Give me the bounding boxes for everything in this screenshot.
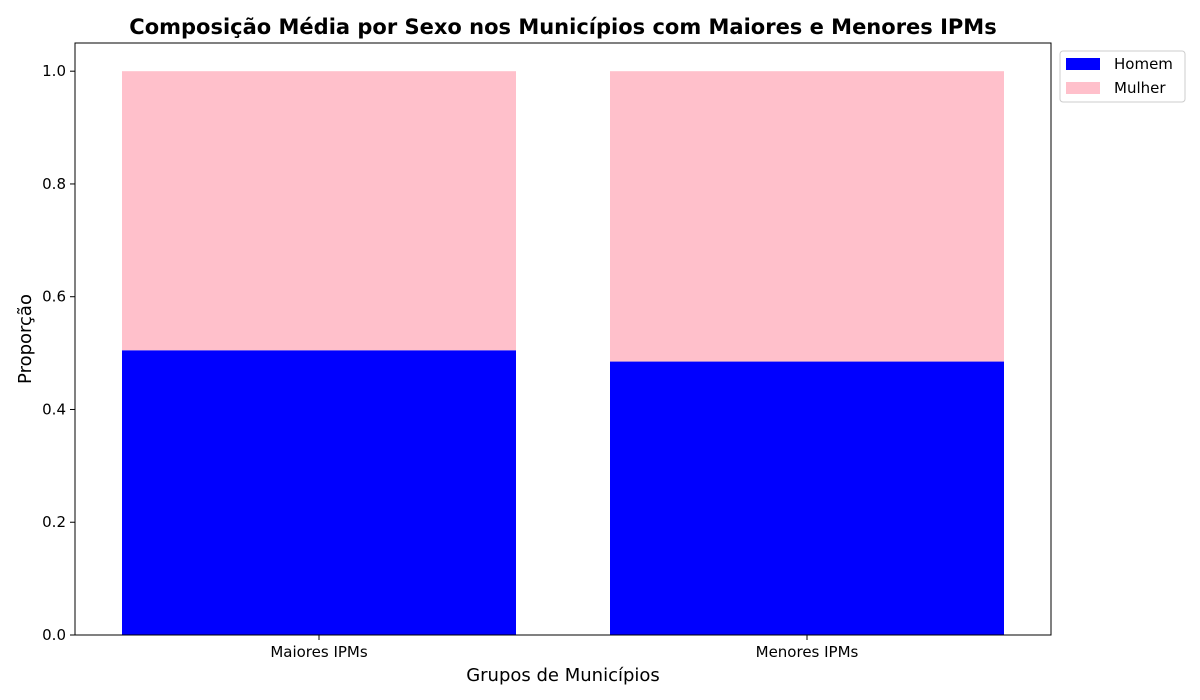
y-tick-label: 1.0 — [42, 62, 66, 80]
y-axis: 0.0 0.2 0.4 0.6 0.8 1.0 — [42, 62, 75, 644]
y-tick-label: 0.2 — [42, 513, 66, 531]
legend: Homem Mulher — [1060, 51, 1185, 102]
legend-swatch-homem — [1066, 58, 1100, 70]
y-tick-label: 0.6 — [42, 288, 66, 306]
bars-layer — [122, 71, 1004, 635]
y-tick-label: 0.8 — [42, 175, 66, 193]
bar-homem-2 — [610, 362, 1004, 635]
chart-title: Composição Média por Sexo nos Municípios… — [129, 15, 996, 39]
bar-homem-1 — [122, 350, 516, 635]
bar-mulher-1 — [122, 71, 516, 350]
legend-swatch-mulher — [1066, 82, 1100, 94]
x-axis: Maiores IPMs Menores IPMs — [270, 635, 858, 661]
legend-label-homem: Homem — [1114, 55, 1173, 73]
legend-label-mulher: Mulher — [1114, 79, 1166, 97]
x-tick-label: Menores IPMs — [756, 643, 859, 661]
bar-mulher-2 — [610, 71, 1004, 361]
y-tick-label: 0.4 — [42, 400, 66, 418]
y-axis-label: Proporção — [15, 294, 36, 384]
x-axis-label: Grupos de Municípios — [466, 665, 660, 686]
y-tick-label: 0.0 — [42, 626, 66, 644]
x-tick-label: Maiores IPMs — [270, 643, 368, 661]
